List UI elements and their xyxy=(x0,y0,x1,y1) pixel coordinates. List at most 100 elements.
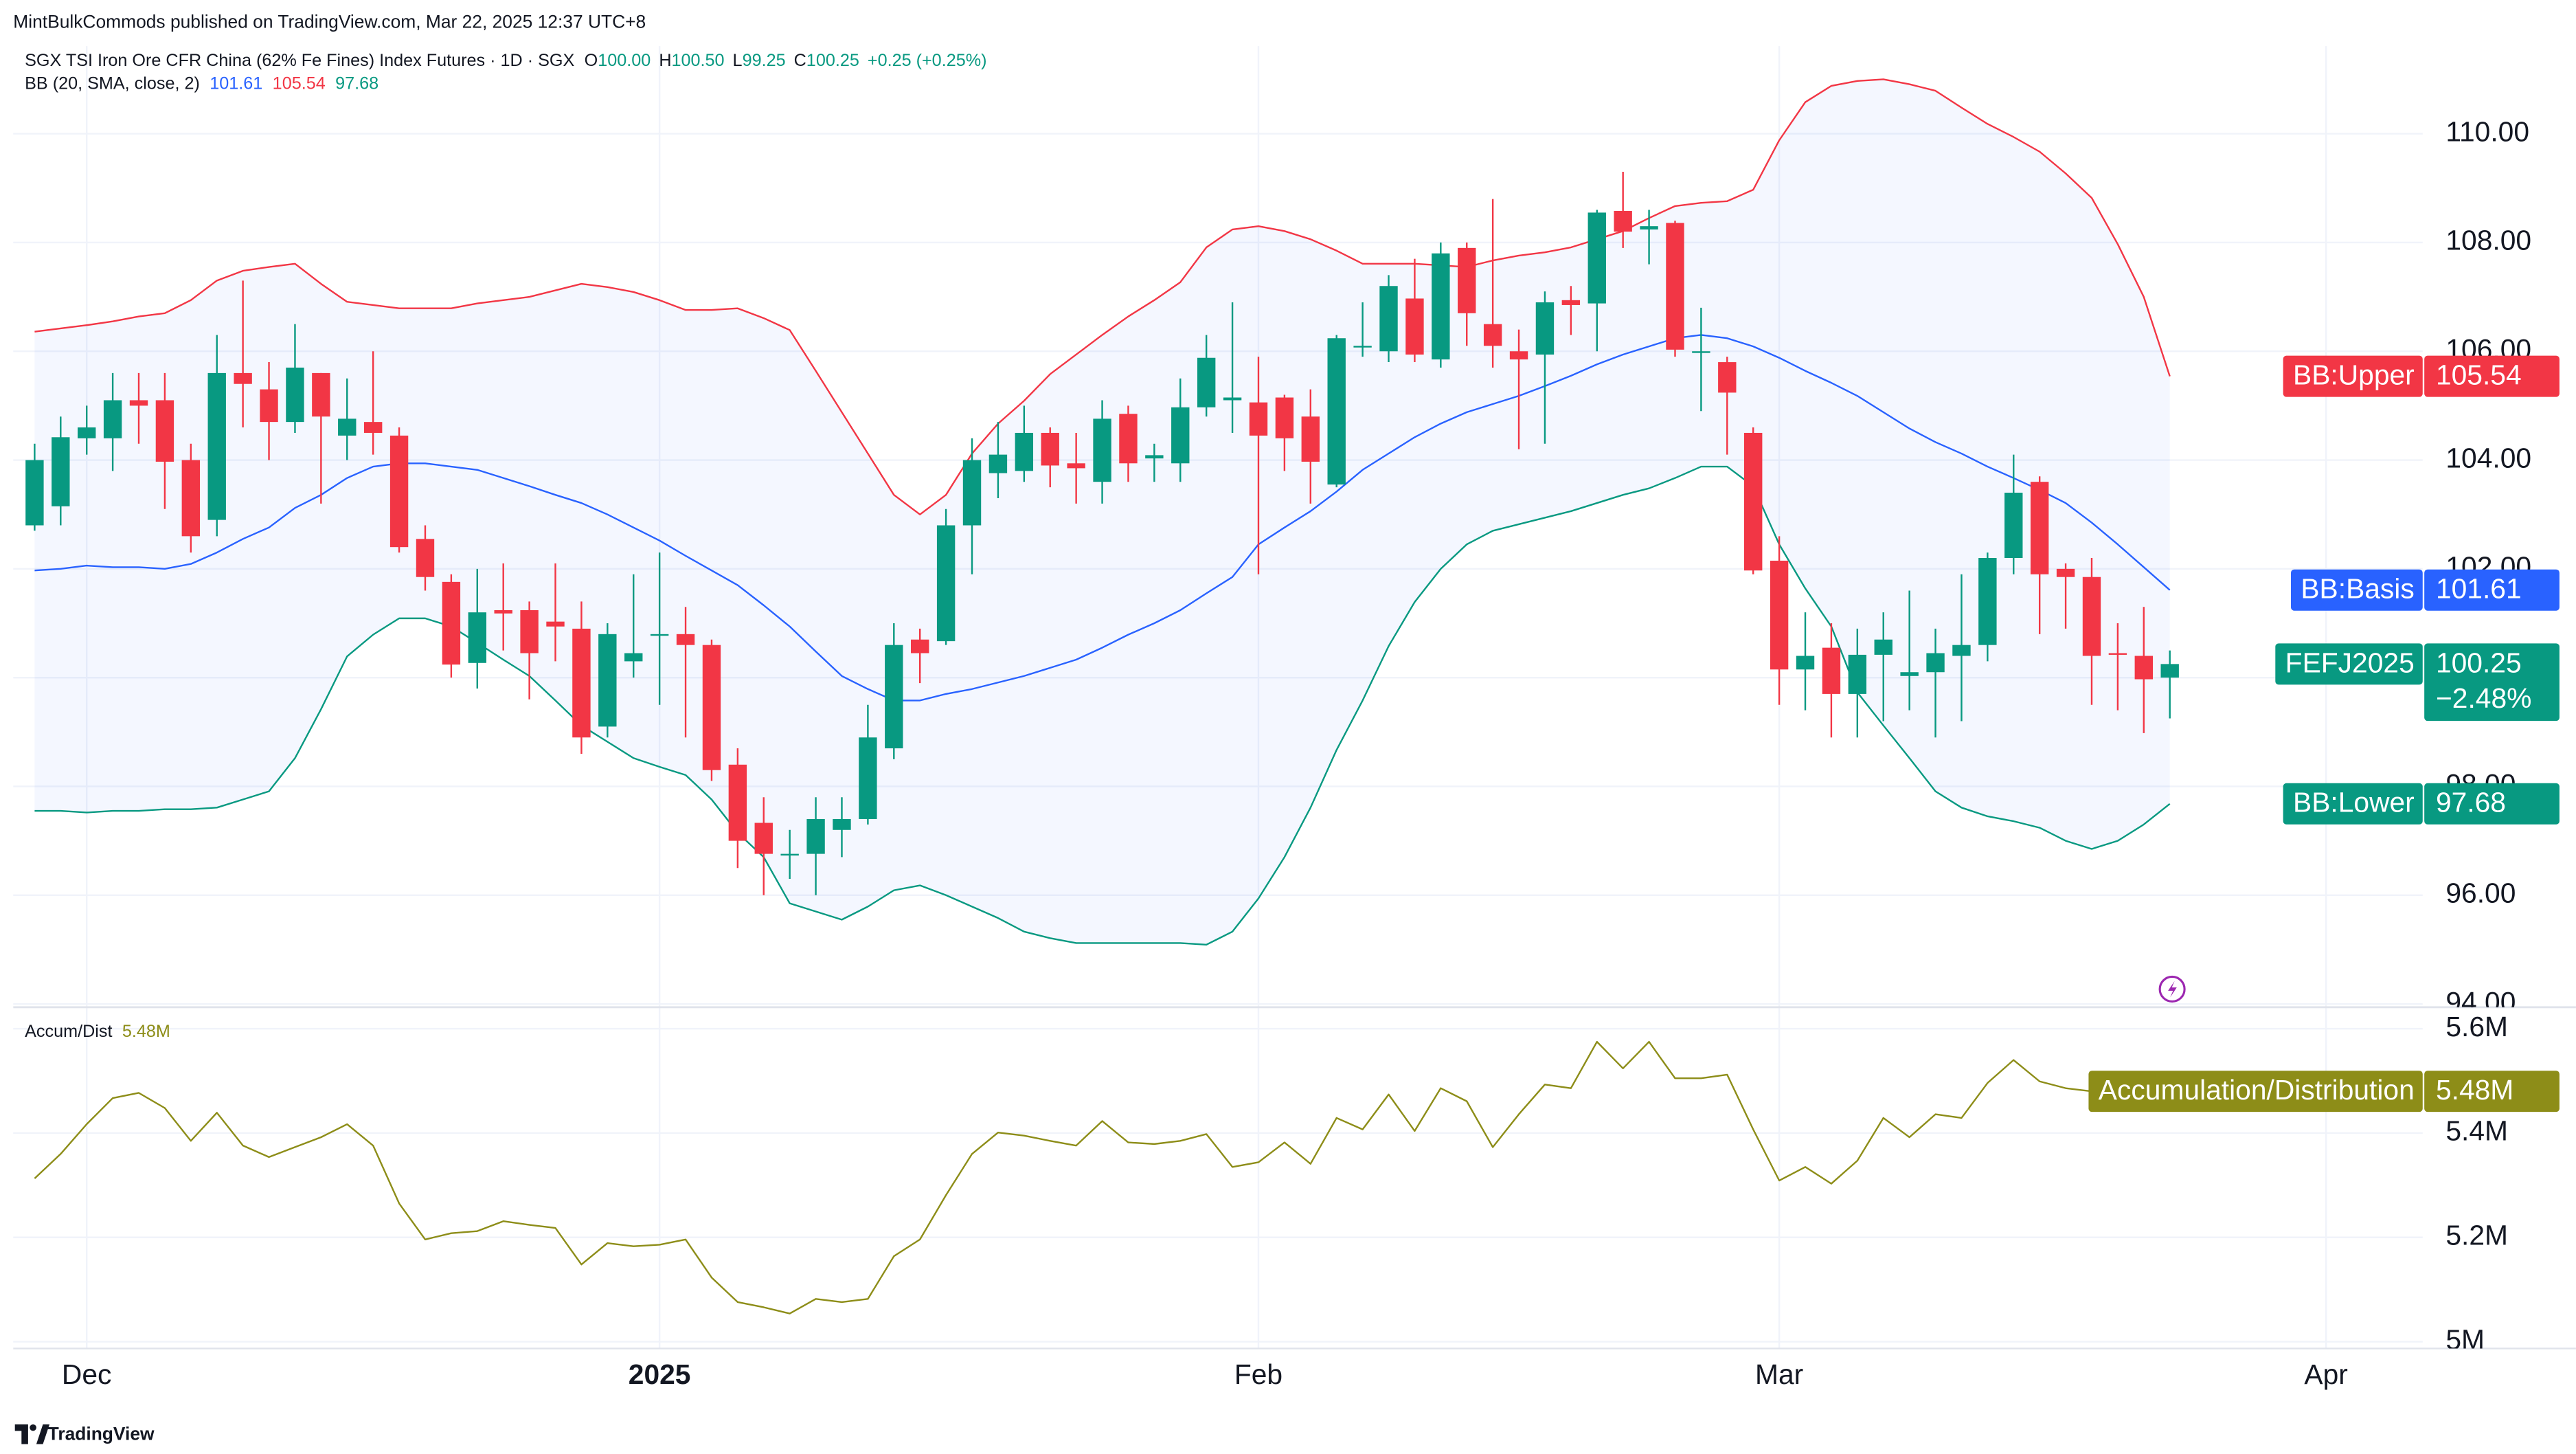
badge-change: −2.48% xyxy=(2436,682,2531,714)
caption: MintBulkCommods published on TradingView… xyxy=(13,12,646,32)
candle-body xyxy=(389,435,409,548)
x-tick-label: Mar xyxy=(1755,1358,1803,1390)
x-tick-label: 2025 xyxy=(629,1358,691,1390)
candle-body xyxy=(1041,432,1059,466)
candle-body xyxy=(416,539,435,577)
candle-body xyxy=(1379,286,1398,352)
change: +0.25 (+0.25%) xyxy=(868,50,987,69)
candle-body xyxy=(1145,455,1164,459)
ad-line xyxy=(34,1040,2170,1315)
candle-body xyxy=(962,460,982,526)
badge-value-box xyxy=(2424,1071,2560,1112)
candle-body xyxy=(1249,402,1268,436)
candle-body xyxy=(2160,664,2179,678)
alert-circle xyxy=(2158,975,2186,1003)
symbol-title: SGX TSI Iron Ore CFR China (62% Fe Fines… xyxy=(25,50,574,69)
badge-label-box xyxy=(2088,1071,2423,1112)
candle-body xyxy=(520,609,539,653)
candle-body xyxy=(806,818,825,854)
candle-body xyxy=(676,634,695,645)
ad-value: 5.48M xyxy=(122,1021,170,1040)
footer: TradingView xyxy=(14,1423,155,1444)
ohlc-value: 100.50 xyxy=(672,50,725,69)
ohlc-value: 100.00 xyxy=(598,50,651,69)
candle-body xyxy=(1718,362,1737,393)
badge-label: BB:Lower xyxy=(2293,787,2415,818)
candle-body xyxy=(1535,302,1555,355)
candle-body xyxy=(442,581,461,665)
candle-body xyxy=(1900,672,1919,676)
candle-body xyxy=(1119,414,1138,464)
x-axis: Dec 2025 Feb Mar Apr xyxy=(62,1358,2348,1390)
candle-body xyxy=(1744,432,1763,571)
candle-body xyxy=(2108,653,2127,655)
candle-body xyxy=(1015,432,1034,471)
candle-body xyxy=(1483,324,1502,346)
candle-body xyxy=(1666,223,1684,350)
badge-label-box xyxy=(2283,783,2423,825)
candle-body xyxy=(1197,357,1216,407)
candle-body xyxy=(1509,351,1528,360)
badge-label: BB:Basis xyxy=(2301,573,2414,605)
candle-body xyxy=(25,460,44,526)
badge-value-box xyxy=(2424,355,2560,397)
candle-body xyxy=(2004,493,2023,559)
ad-header: Accum/Dist 5.48M xyxy=(25,1021,170,1040)
logo-part xyxy=(30,1424,36,1431)
y-tick-label: 110.00 xyxy=(2445,115,2529,147)
candle-body xyxy=(52,437,70,506)
badge-value: 97.68 xyxy=(2436,787,2506,818)
price-plot xyxy=(25,78,2179,946)
candle-body xyxy=(1405,298,1424,355)
candle-body xyxy=(1327,338,1346,485)
alert-bolt xyxy=(2168,981,2177,998)
candle-body xyxy=(181,460,201,537)
indicator-header: BB (20, SMA, close, 2) 101.61 105.54 97.68 xyxy=(25,74,379,93)
alert-icon xyxy=(2158,975,2186,1003)
candle-body xyxy=(624,653,643,662)
ohlc-value: 99.25 xyxy=(743,50,786,69)
candle-body xyxy=(129,400,148,406)
badge-label-box xyxy=(2283,355,2423,397)
ad-plot xyxy=(34,1040,2170,1315)
candle-body xyxy=(728,764,747,841)
candle-body xyxy=(1223,397,1242,401)
badge-value: 100.25 xyxy=(2436,647,2522,678)
y-tick-label: 96.00 xyxy=(2445,877,2516,909)
candle-body xyxy=(572,628,591,738)
y-tick-label: 5.4M xyxy=(2445,1115,2508,1147)
band-line xyxy=(34,78,2171,515)
ohlc-key: C xyxy=(794,50,806,69)
indicator-name: BB (20, SMA, close, 2) xyxy=(25,74,200,93)
candle-body xyxy=(155,400,174,462)
grid xyxy=(13,46,2423,1349)
indicator-value: 101.61 xyxy=(210,74,262,93)
badge-value: 101.61 xyxy=(2436,573,2522,605)
candle-body xyxy=(2134,656,2153,680)
footer-brand: TradingView xyxy=(48,1423,155,1444)
candle-body xyxy=(1614,211,1632,232)
candle-body xyxy=(1692,351,1710,353)
candle-body xyxy=(103,400,122,438)
candle-body xyxy=(1458,247,1476,313)
badge-value-box xyxy=(2424,783,2560,825)
candle-body xyxy=(1978,558,1997,645)
candle-body xyxy=(754,823,773,854)
candle-body xyxy=(859,737,877,819)
candle-body xyxy=(363,422,383,433)
candle-body xyxy=(1067,463,1085,469)
candle-body xyxy=(78,427,96,438)
badge-label: FEFJ2025 xyxy=(2285,647,2415,678)
ad-axis: 5M 5.2M 5.4M 5.6M xyxy=(2445,1011,2508,1355)
candle-body xyxy=(1848,654,1867,694)
candle-body xyxy=(1432,253,1450,360)
candle-body xyxy=(1353,346,1372,348)
y-tick-label: 5M xyxy=(2445,1323,2485,1355)
candle-body xyxy=(1874,639,1893,655)
ohlc-key: H xyxy=(659,50,671,69)
candle-body xyxy=(1770,560,1789,670)
badge-value: 105.54 xyxy=(2436,359,2522,391)
logo-part xyxy=(14,1424,28,1444)
badge-value-box xyxy=(2424,569,2560,611)
ohlc-key: O xyxy=(585,50,598,69)
